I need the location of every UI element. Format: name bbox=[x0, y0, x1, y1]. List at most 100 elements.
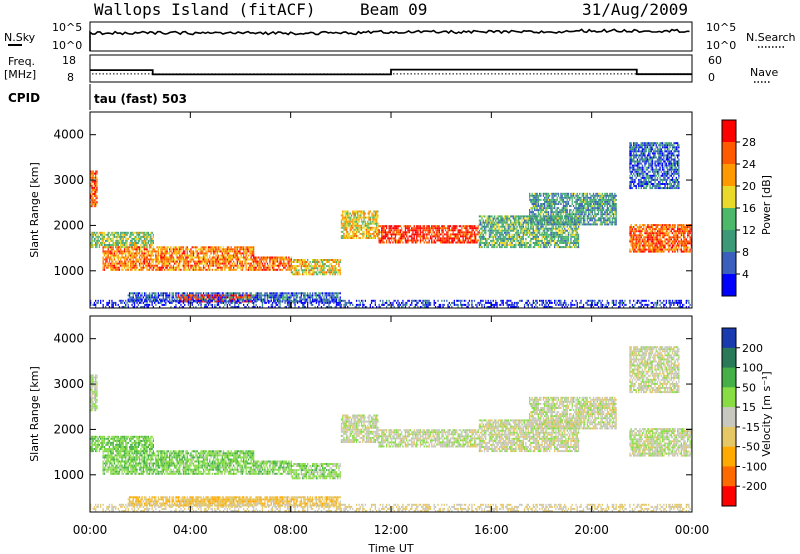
power-cell bbox=[495, 237, 497, 240]
power-cell bbox=[589, 205, 591, 207]
power-cell bbox=[571, 221, 573, 224]
power-cell bbox=[201, 250, 203, 253]
power-cell bbox=[216, 256, 218, 259]
power-cell bbox=[102, 239, 104, 242]
power-cell bbox=[537, 223, 539, 226]
power-cell bbox=[565, 233, 567, 236]
power-cell bbox=[537, 225, 539, 228]
power-cell bbox=[439, 233, 442, 236]
power-cell bbox=[572, 213, 575, 216]
power-cell bbox=[491, 225, 493, 228]
power-cell bbox=[536, 223, 538, 226]
power-cell bbox=[383, 241, 385, 244]
power-cell bbox=[600, 219, 602, 222]
power-cell bbox=[536, 192, 538, 195]
power-cell bbox=[482, 215, 484, 218]
power-cell bbox=[511, 215, 513, 218]
power-cell bbox=[91, 203, 93, 206]
power-cell bbox=[248, 266, 250, 269]
power-cell bbox=[360, 212, 363, 215]
power-cell bbox=[166, 262, 168, 265]
power-cell bbox=[411, 227, 413, 230]
power-cell bbox=[560, 246, 562, 249]
power-cell bbox=[545, 219, 547, 222]
power-cell bbox=[444, 227, 447, 230]
power-cell bbox=[207, 264, 210, 267]
power-cell bbox=[576, 233, 578, 236]
power-cell bbox=[138, 237, 141, 240]
power-cell bbox=[527, 227, 529, 230]
power-cell bbox=[433, 241, 435, 244]
power-cell bbox=[164, 246, 166, 249]
power-cell bbox=[387, 237, 389, 240]
power-cell bbox=[91, 174, 93, 177]
power-cell bbox=[122, 231, 124, 234]
power-cell bbox=[438, 225, 440, 228]
power-cell bbox=[560, 194, 562, 197]
power-cell bbox=[122, 268, 124, 271]
power-cell bbox=[473, 227, 476, 230]
power-cell bbox=[571, 217, 573, 220]
power-cell bbox=[152, 254, 154, 257]
power-cell bbox=[260, 266, 262, 269]
power-cell bbox=[636, 242, 639, 245]
power-cell bbox=[189, 262, 191, 265]
power-cell bbox=[565, 217, 567, 220]
power-cell bbox=[488, 221, 491, 224]
power-cell bbox=[97, 242, 99, 244]
power-cell bbox=[130, 262, 132, 265]
power-cell bbox=[655, 244, 657, 247]
power-cell bbox=[498, 246, 501, 249]
power-cell bbox=[185, 260, 187, 263]
power-cell bbox=[358, 214, 360, 217]
power-cell bbox=[294, 273, 296, 276]
power-cell bbox=[521, 223, 523, 226]
power-cell bbox=[418, 233, 420, 236]
power-cell bbox=[281, 262, 284, 265]
power-cell bbox=[549, 194, 551, 197]
power-cell bbox=[537, 237, 539, 240]
power-cell bbox=[205, 260, 207, 263]
power-cell bbox=[629, 226, 631, 229]
power-cell bbox=[487, 217, 489, 220]
power-cell bbox=[115, 268, 117, 271]
power-cell bbox=[102, 248, 104, 251]
power-cell bbox=[381, 237, 383, 240]
power-cell bbox=[102, 266, 104, 269]
power-cell bbox=[126, 246, 128, 249]
power-cell bbox=[147, 264, 149, 267]
power-cell bbox=[276, 260, 279, 263]
power-cell bbox=[513, 215, 516, 218]
power-cell bbox=[562, 211, 565, 214]
power-cell bbox=[604, 219, 606, 222]
power-cell bbox=[171, 266, 173, 269]
power-cell bbox=[555, 203, 557, 205]
power-cell bbox=[659, 236, 661, 239]
power-cell bbox=[434, 233, 437, 236]
power-cell bbox=[374, 237, 376, 239]
power-cell bbox=[649, 226, 651, 229]
power-cell bbox=[226, 252, 228, 255]
power-cell bbox=[554, 246, 556, 249]
power-cell bbox=[565, 213, 567, 216]
power-cell bbox=[603, 200, 605, 203]
power-cell bbox=[216, 250, 218, 253]
power-cell bbox=[516, 215, 518, 218]
power-cell bbox=[365, 224, 368, 227]
power-cell bbox=[610, 192, 612, 195]
power-cell bbox=[639, 230, 641, 233]
power-cell bbox=[522, 225, 524, 228]
power-cell bbox=[477, 227, 479, 230]
power-cell bbox=[631, 240, 634, 243]
power-cell bbox=[560, 223, 562, 226]
power-cell bbox=[561, 196, 563, 199]
power-cell bbox=[490, 219, 492, 222]
power-cell bbox=[467, 231, 469, 234]
power-cell bbox=[560, 237, 562, 240]
power-cell bbox=[219, 260, 221, 263]
power-cell bbox=[615, 217, 617, 220]
power-cell bbox=[574, 192, 576, 195]
power-cell bbox=[606, 198, 608, 201]
power-cell bbox=[132, 248, 134, 251]
